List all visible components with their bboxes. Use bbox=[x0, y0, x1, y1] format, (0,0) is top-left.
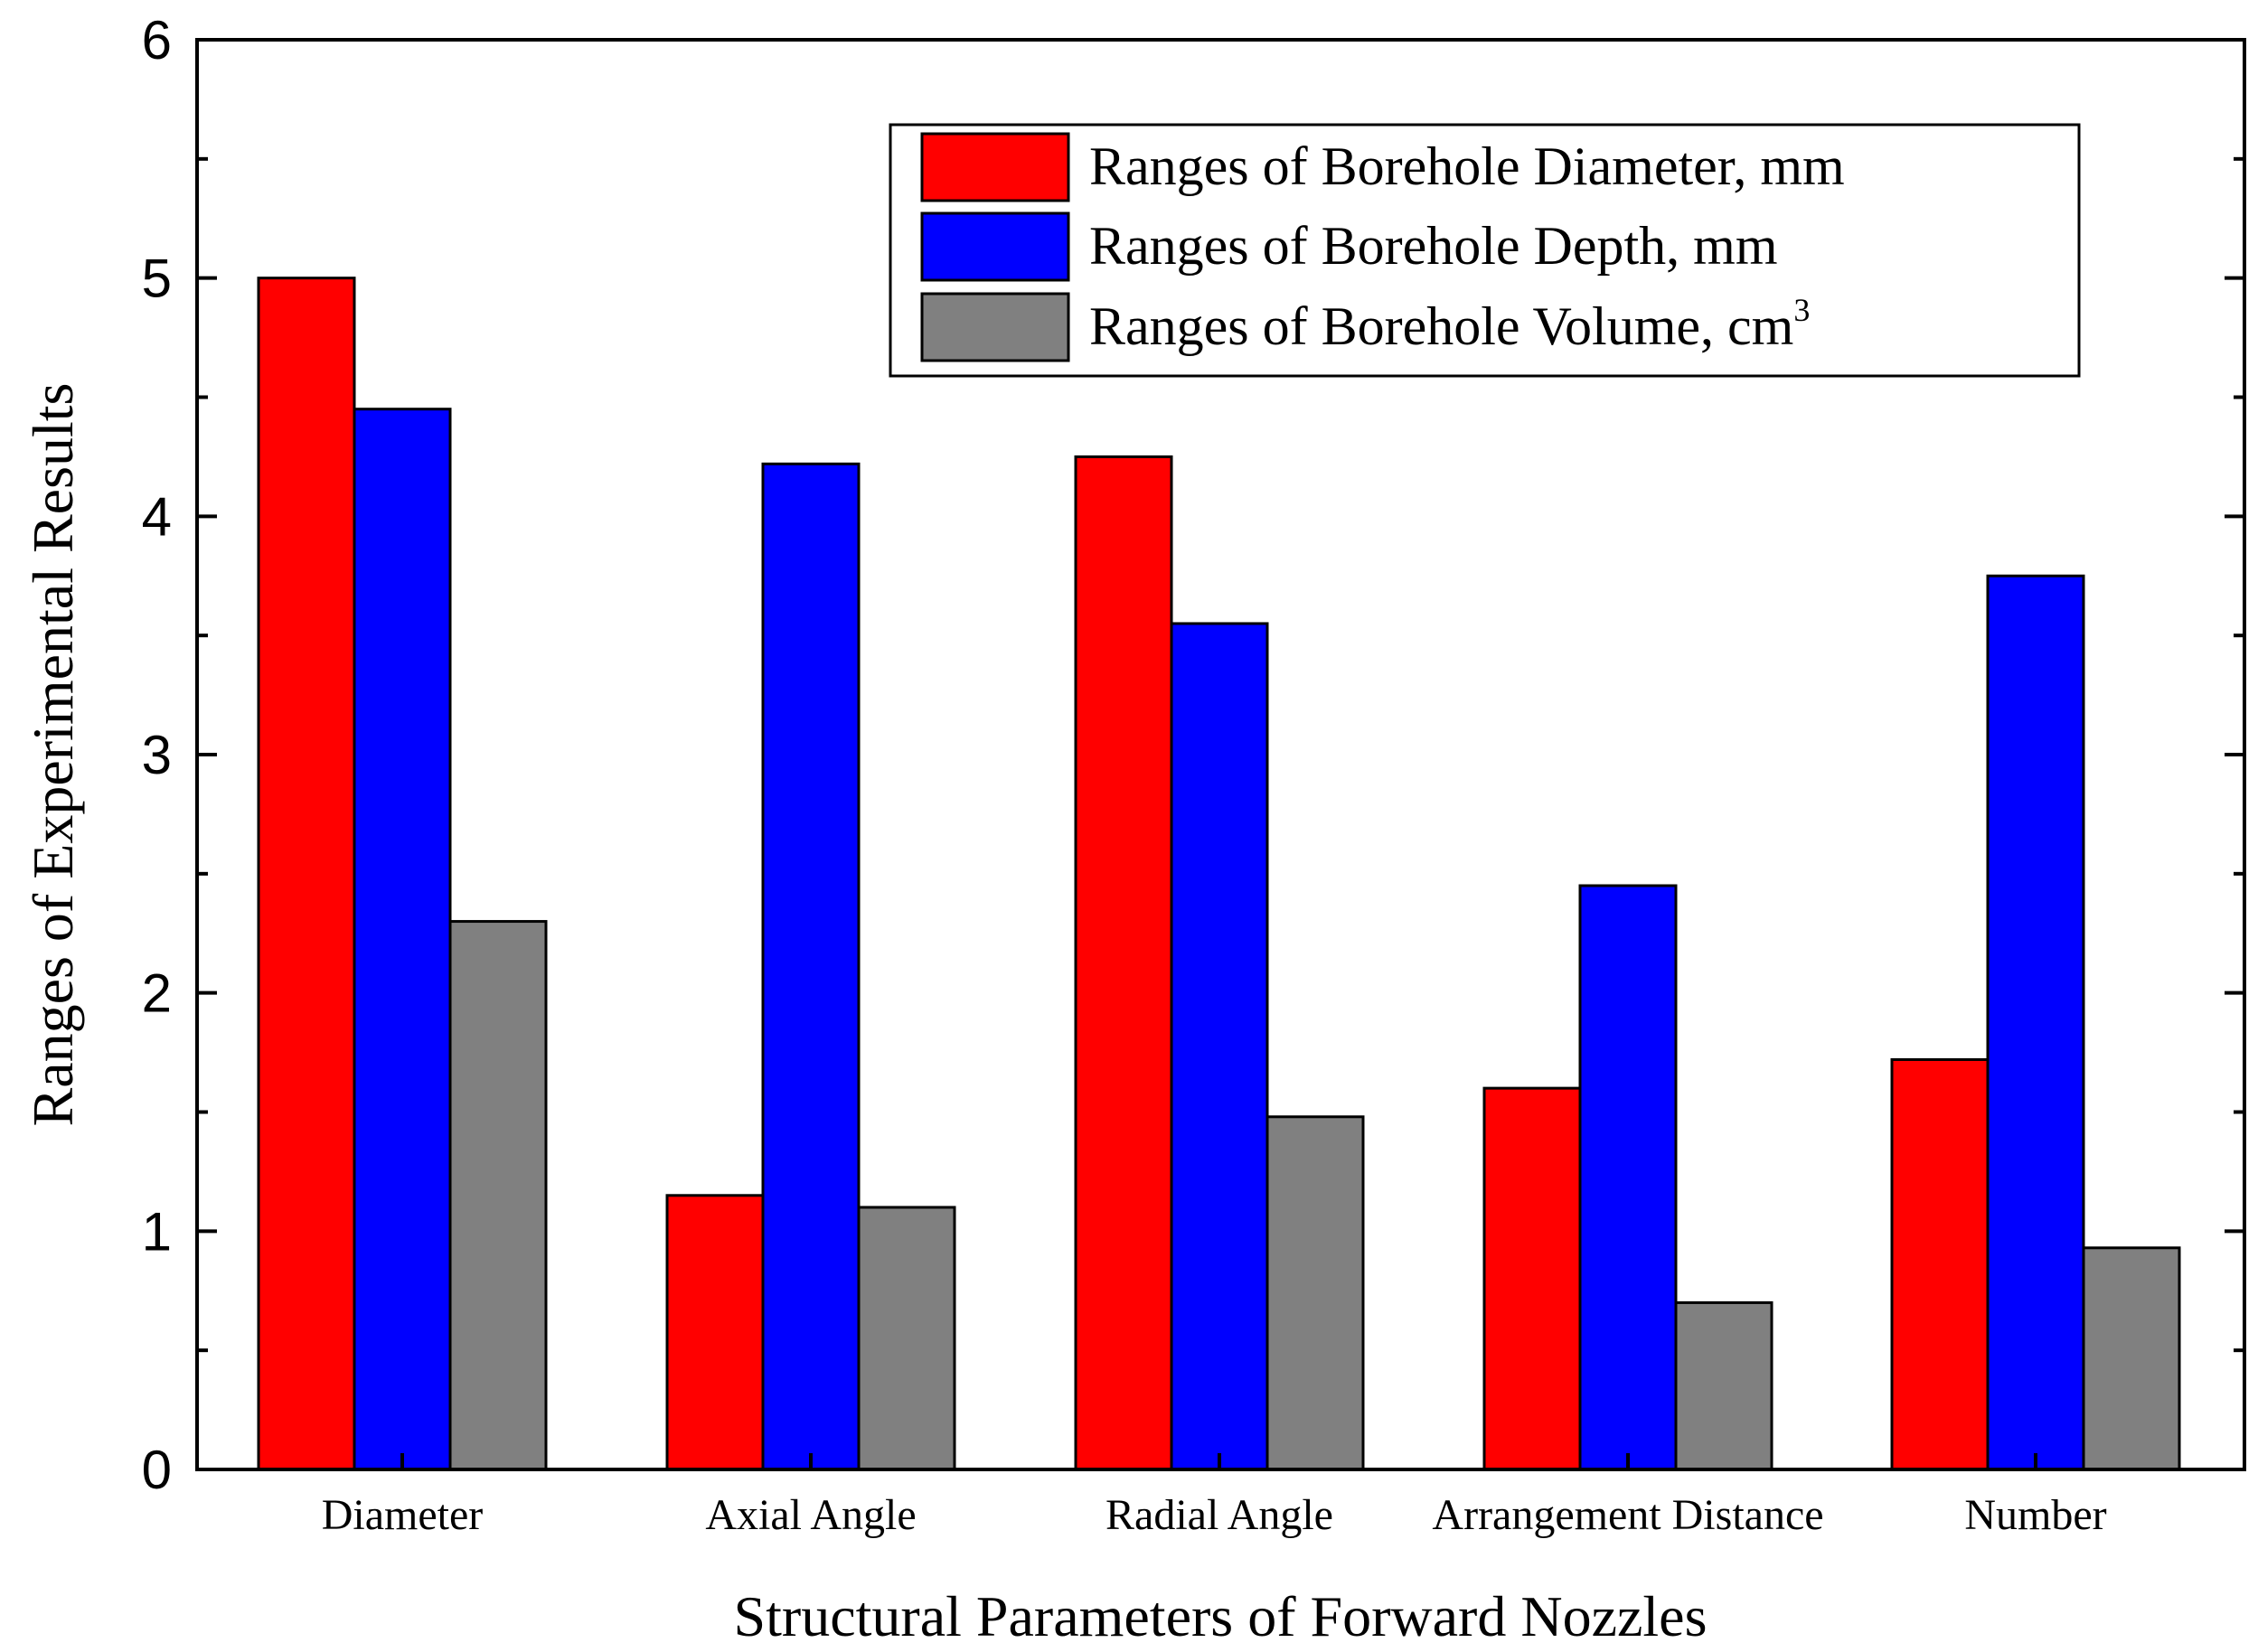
x-tick-label: Number bbox=[1964, 1491, 2106, 1539]
x-axis: Diameter Axial Angle Radial Angle Arrangeme… bbox=[322, 1453, 2107, 1539]
x-tick-label: Radial Angle bbox=[1105, 1491, 1333, 1539]
bar-2-5 bbox=[1986, 574, 2085, 1471]
bar-2-2 bbox=[761, 462, 861, 1471]
legend-superscript: 3 bbox=[1793, 292, 1810, 328]
x-tick-label: Diameter bbox=[322, 1491, 484, 1539]
x-tick-label: Axial Angle bbox=[705, 1491, 916, 1539]
legend-swatch-1 bbox=[920, 132, 1070, 202]
bars-layer bbox=[257, 277, 2181, 1471]
bar-3-3 bbox=[1265, 1115, 1365, 1471]
bar-3-1 bbox=[448, 920, 548, 1471]
bar-1-1 bbox=[257, 277, 356, 1471]
y-tick-label: 2 bbox=[142, 963, 172, 1024]
y-axis: 0 1 2 3 4 5 6 bbox=[142, 10, 2244, 1500]
y-tick-label: 3 bbox=[142, 725, 172, 785]
bar-2-1 bbox=[353, 408, 452, 1471]
bar-3-4 bbox=[1674, 1300, 1773, 1471]
bar-2-3 bbox=[1170, 622, 1269, 1471]
bar-2-4 bbox=[1578, 884, 1678, 1471]
legend-box bbox=[889, 123, 2081, 378]
bar-1-4 bbox=[1482, 1086, 1582, 1471]
legend: Ranges of Borehole Diameter, mm Ranges of… bbox=[889, 123, 2081, 378]
x-axis-title: Structural Parameters of Forward Nozzles bbox=[734, 1584, 1708, 1648]
bar-1-3 bbox=[1074, 455, 1173, 1471]
bar-1-5 bbox=[1890, 1057, 1990, 1471]
legend-label-2: Ranges of Borehole Depth, mm bbox=[1089, 216, 1778, 276]
y-tick-label: 1 bbox=[142, 1201, 172, 1262]
bar-3-2 bbox=[857, 1206, 956, 1471]
bar-1-2 bbox=[665, 1194, 765, 1471]
legend-label-3: Ranges of Borehole Volume, cm3 bbox=[1089, 292, 1810, 356]
y-tick-label: 0 bbox=[142, 1440, 172, 1500]
legend-swatch-3 bbox=[920, 292, 1070, 362]
y-tick-label: 6 bbox=[142, 10, 172, 70]
y-axis-title: Ranges of Experimental Results bbox=[21, 383, 85, 1127]
bar-3-5 bbox=[2082, 1246, 2181, 1471]
y-tick-label: 5 bbox=[142, 249, 172, 309]
x-tick-label: Arrangement Distance bbox=[1432, 1491, 1823, 1539]
legend-label-1: Ranges of Borehole Diameter, mm bbox=[1089, 136, 1845, 196]
y-tick-label: 4 bbox=[142, 486, 172, 547]
legend-swatch-2 bbox=[920, 211, 1070, 282]
